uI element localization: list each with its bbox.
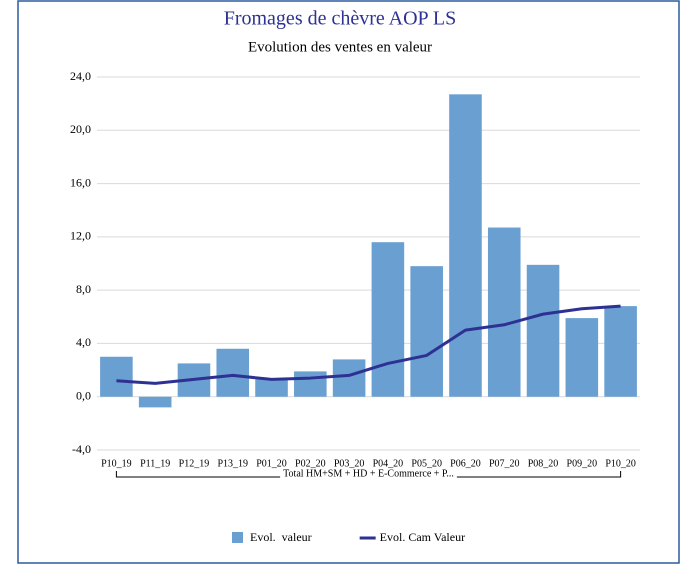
- bar: [294, 371, 327, 397]
- bar: [565, 318, 599, 397]
- x-tick-label: P06_20: [450, 458, 481, 469]
- bar: [371, 242, 405, 397]
- x-tick-label: P10_20: [605, 458, 636, 469]
- chart-title: Fromages de chèvre AOP LS: [224, 8, 457, 30]
- bar: [487, 227, 521, 397]
- x-tick-label: P08_20: [528, 458, 559, 469]
- chart-subtitle: Evolution des ventes en valeur: [248, 39, 432, 55]
- bar: [255, 379, 288, 397]
- y-tick-label: -4,0: [72, 442, 91, 456]
- x-tick-label: P07_20: [489, 458, 520, 469]
- legend-swatch: [232, 532, 243, 543]
- x-tick-label: P10_19: [101, 458, 132, 469]
- x-tick-label: P03_20: [334, 458, 365, 469]
- x-tick-label: P01_20: [256, 458, 287, 469]
- x-tick-label: P05_20: [411, 458, 442, 469]
- x-tick-label: P11_19: [140, 458, 170, 469]
- y-tick-label: 12,0: [70, 229, 91, 243]
- x-tick-label: P02_20: [295, 458, 326, 469]
- y-tick-label: 8,0: [76, 282, 91, 296]
- legend-label: Evol. Cam Valeur: [380, 530, 465, 544]
- bar: [332, 359, 366, 397]
- bar: [100, 356, 133, 397]
- y-tick-label: 24,0: [70, 69, 91, 83]
- y-tick-label: 16,0: [70, 175, 91, 189]
- bar: [526, 264, 560, 397]
- line: [116, 304, 621, 385]
- x-tick-label: P09_20: [567, 458, 598, 469]
- legend-label: Evol. valeur: [250, 530, 312, 544]
- x-tick-label: P12_19: [179, 458, 210, 469]
- bar: [604, 306, 637, 397]
- bar: [449, 94, 482, 397]
- x-tick-label: P13_19: [217, 458, 248, 469]
- y-tick-label: 20,0: [70, 122, 91, 136]
- bar: [138, 396, 172, 408]
- y-tick-label: 4,0: [76, 335, 91, 349]
- group-label: Total HM+SM + HD + E-Commerce + P...: [283, 468, 454, 479]
- bar: [216, 348, 250, 397]
- y-tick-label: 0,0: [76, 388, 91, 402]
- x-tick-label: P04_20: [373, 458, 404, 469]
- bar: [410, 266, 443, 397]
- group-label-bg: [280, 468, 457, 480]
